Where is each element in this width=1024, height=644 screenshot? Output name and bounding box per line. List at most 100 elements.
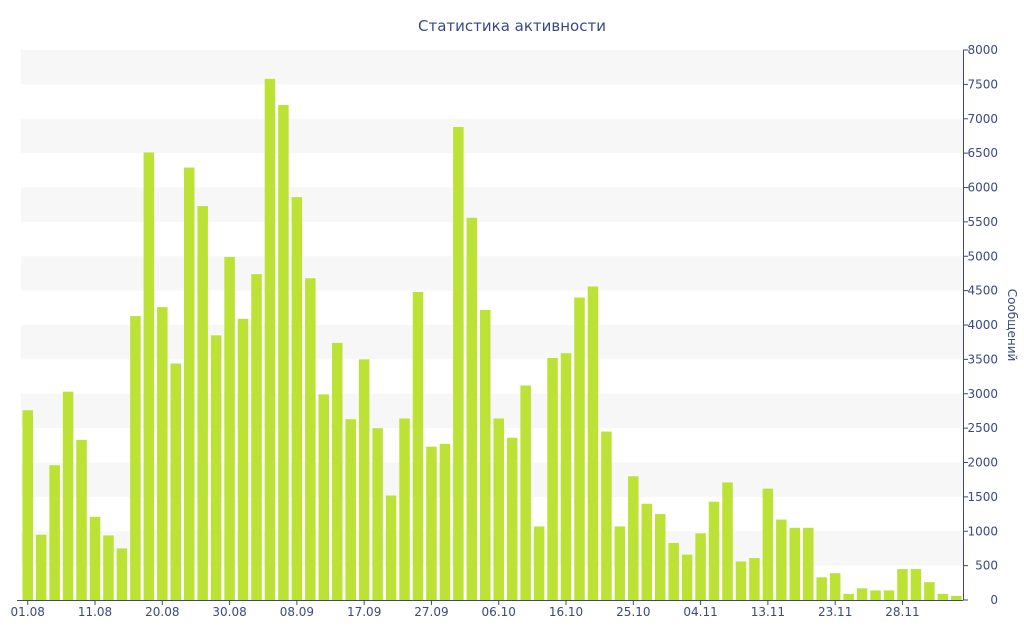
x-tick-label: 11.08: [78, 605, 112, 619]
x-tick-label: 28.11: [885, 605, 919, 619]
bar: [76, 439, 87, 600]
bar: [951, 595, 962, 601]
bar: [345, 419, 356, 600]
bar: [520, 385, 531, 600]
bar: [937, 593, 949, 600]
bar: [681, 554, 693, 601]
bar: [224, 256, 235, 600]
y-tick-label: 4000: [967, 318, 998, 332]
bar-series: [22, 78, 962, 601]
bar: [264, 78, 276, 601]
bar: [856, 588, 868, 600]
y-tick-label: 8000: [967, 43, 998, 57]
bar: [749, 558, 760, 600]
y-tick-label: 6500: [967, 146, 998, 160]
bar: [762, 488, 774, 601]
bar: [89, 516, 101, 600]
bar: [547, 358, 558, 600]
bar: [278, 105, 289, 600]
y-axis-title: Сообщений: [1005, 289, 1019, 362]
bar: [614, 526, 626, 600]
bar: [735, 561, 747, 600]
bar: [601, 431, 612, 600]
bar: [331, 342, 343, 601]
grid-band: [21, 50, 963, 85]
bar: [49, 465, 60, 600]
x-tick-label: 08.09: [280, 605, 314, 619]
y-tick-label: 1000: [967, 524, 998, 538]
bar: [183, 167, 195, 600]
bar: [480, 309, 491, 601]
x-tick-label: 23.11: [818, 605, 852, 619]
bar: [533, 526, 545, 600]
bar: [574, 297, 585, 600]
bar: [641, 503, 653, 600]
y-tick-label: 2500: [967, 421, 998, 435]
bar: [587, 286, 599, 600]
bar: [722, 482, 733, 600]
grid-band: [21, 325, 963, 360]
y-tick-label: 4500: [967, 284, 998, 298]
bar: [412, 292, 424, 600]
bar: [237, 318, 249, 600]
bar: [695, 533, 706, 600]
bar: [426, 446, 437, 600]
bar: [318, 394, 330, 600]
bar: [628, 476, 639, 600]
y-tick-label: 500: [975, 559, 998, 573]
bar: [22, 410, 33, 600]
x-tick-label: 13.11: [751, 605, 785, 619]
bar: [291, 197, 303, 601]
grid-bands: [21, 50, 963, 566]
bar: [493, 418, 504, 600]
x-tick-label: 27.09: [414, 605, 448, 619]
bar: [506, 437, 518, 600]
y-tick-label: 6000: [967, 181, 998, 195]
bar: [453, 127, 464, 600]
grid-band: [21, 256, 963, 291]
bar: [130, 316, 141, 600]
bar: [62, 391, 74, 600]
bar: [776, 519, 787, 600]
y-tick-label: 5000: [967, 249, 998, 263]
x-tick-label: 04.11: [683, 605, 717, 619]
x-tick-label: 25.10: [616, 605, 650, 619]
y-tick-label: 5500: [967, 215, 998, 229]
bar: [654, 514, 666, 600]
chart-title: Статистика активности: [418, 17, 606, 35]
grid-band: [21, 187, 963, 222]
bar: [924, 582, 935, 601]
bar: [829, 573, 841, 600]
x-tick-label: 30.08: [212, 605, 246, 619]
y-tick-label: 3000: [967, 387, 998, 401]
bar: [251, 274, 262, 601]
axes: 01.08 11.08 20.08 30.08 08.09 17.09 27.09 06.10…: [11, 43, 998, 619]
y-tick-label: 1500: [967, 490, 998, 504]
bar: [143, 152, 155, 600]
bar: [802, 527, 814, 600]
x-tick-label: 20.08: [145, 605, 179, 619]
bar: [197, 206, 208, 600]
bar: [560, 353, 572, 600]
x-tick-label: 17.09: [347, 605, 381, 619]
bar: [897, 569, 908, 600]
y-tick-label: 7500: [967, 77, 998, 91]
x-tick-label: 16.10: [549, 605, 583, 619]
bar: [466, 217, 478, 600]
bar: [35, 534, 47, 600]
bar: [816, 577, 827, 600]
bar: [385, 495, 397, 600]
y-tick-label: 2000: [967, 456, 998, 470]
bar: [870, 590, 881, 601]
bar: [116, 548, 128, 600]
bar: [439, 443, 451, 600]
grid-band: [21, 118, 963, 154]
bar: [399, 418, 410, 600]
y-tick-label: 3500: [967, 352, 998, 366]
bar: [910, 569, 922, 600]
x-tick-label: 01.08: [11, 605, 45, 619]
bar: [103, 535, 114, 601]
y-tick-label: 0: [990, 593, 998, 607]
bar: [358, 359, 370, 601]
